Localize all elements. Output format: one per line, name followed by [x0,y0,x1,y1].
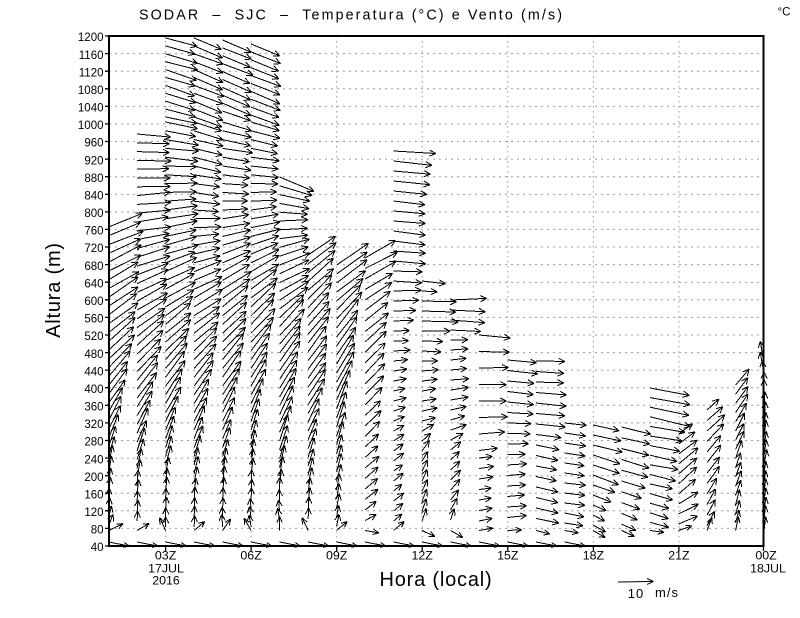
svg-text:18JUL: 18JUL [750,562,786,576]
svg-text:15Z: 15Z [497,549,519,563]
svg-text:800: 800 [84,208,103,220]
svg-text:720: 720 [84,243,103,255]
svg-text:06Z: 06Z [240,549,262,563]
svg-text:880: 880 [84,173,103,185]
svg-text:SODAR – SJC – Temperatura: SODAR – SJC – Temperatura (°C) e Vento (… [139,8,564,24]
svg-text:840: 840 [84,191,103,203]
svg-text:280: 280 [84,437,103,449]
svg-text:760: 760 [84,226,103,238]
svg-text:480: 480 [84,349,103,361]
svg-text:03Z: 03Z [155,549,177,563]
svg-text:240: 240 [84,454,103,466]
svg-text:320: 320 [84,419,103,431]
svg-text:640: 640 [84,278,103,290]
svg-text:1080: 1080 [78,85,104,97]
svg-text:920: 920 [84,155,103,167]
svg-text:1200: 1200 [78,32,104,44]
svg-text:1000: 1000 [78,120,104,132]
svg-text:m/s: m/s [655,585,679,600]
svg-text:18Z: 18Z [583,549,605,563]
svg-text:600: 600 [84,296,103,308]
svg-text:°C: °C [778,6,791,18]
svg-text:12Z: 12Z [412,549,434,563]
svg-text:1040: 1040 [78,103,104,115]
svg-text:200: 200 [84,472,103,484]
svg-text:17JUL: 17JUL [148,562,184,576]
svg-text:40: 40 [91,542,104,554]
svg-text:120: 120 [84,507,103,519]
svg-text:440: 440 [84,366,103,378]
svg-text:09Z: 09Z [326,549,348,563]
svg-text:400: 400 [84,384,103,396]
svg-text:2016: 2016 [152,574,180,588]
svg-text:1120: 1120 [79,67,104,79]
svg-text:10: 10 [628,586,644,601]
svg-text:00Z: 00Z [755,549,777,563]
svg-text:160: 160 [84,489,103,501]
svg-text:560: 560 [84,314,103,326]
svg-text:Hora (local): Hora (local) [380,569,493,591]
svg-text:360: 360 [84,402,103,414]
svg-text:520: 520 [84,331,103,343]
svg-text:Altura (m): Altura (m) [43,242,65,338]
svg-text:21Z: 21Z [668,549,690,563]
svg-text:680: 680 [84,261,103,273]
svg-text:80: 80 [91,525,104,537]
svg-text:960: 960 [84,138,103,150]
svg-text:1160: 1160 [79,50,104,62]
